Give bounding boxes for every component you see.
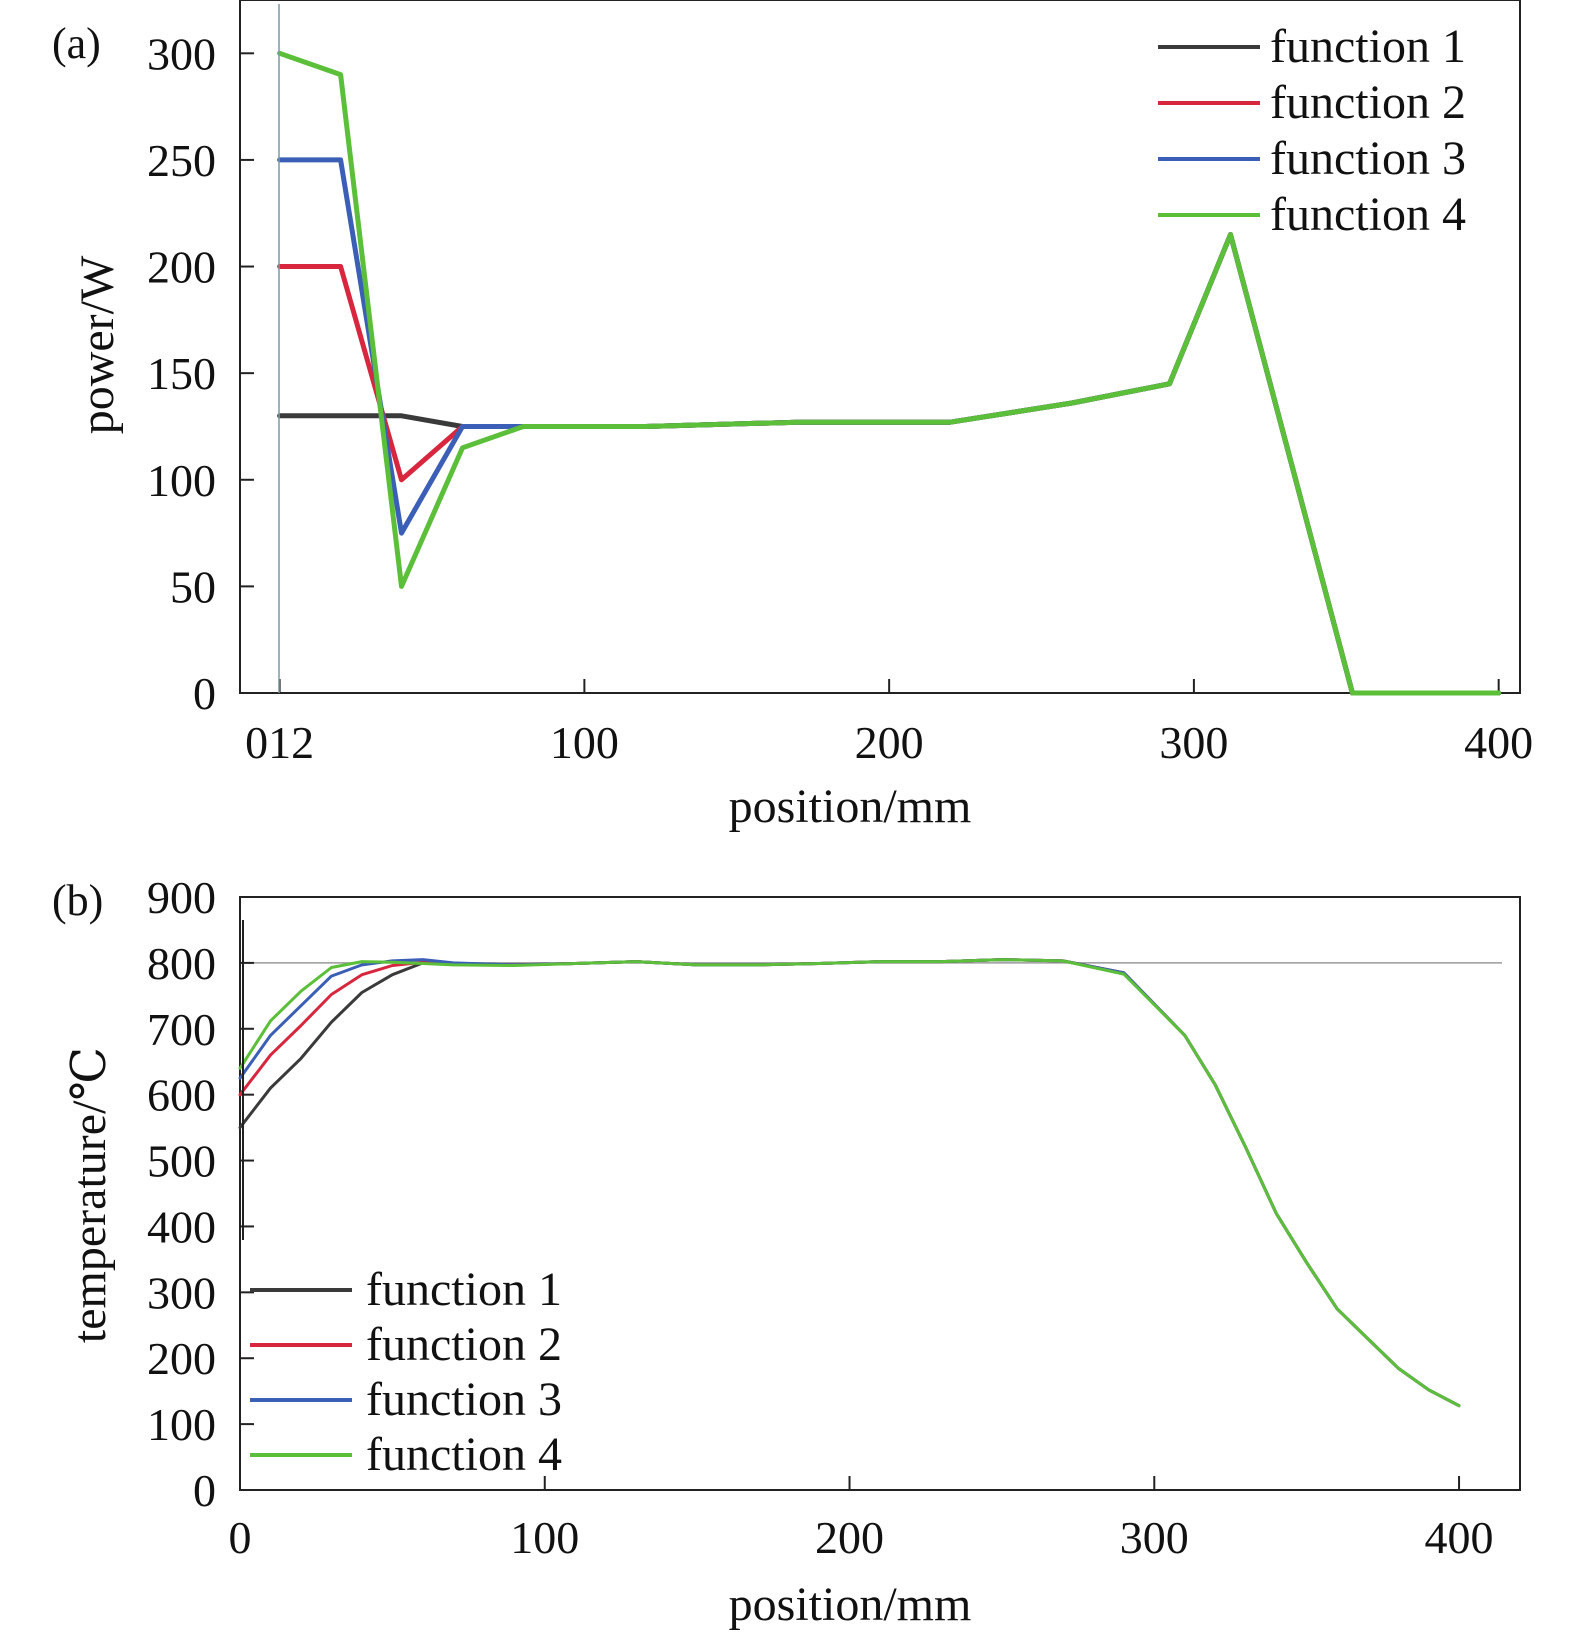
series-line-function-1 <box>277 232 1502 696</box>
legend-label-function-2: function 2 <box>1270 76 1466 129</box>
y-tick-label: 50 <box>170 561 216 612</box>
y-tick-label: 800 <box>147 938 216 989</box>
x-tick-label: 012 <box>245 717 314 768</box>
y-tick-label: 300 <box>147 1267 216 1318</box>
y-axis-label-b: temperature/℃ <box>63 1047 116 1343</box>
y-tick-label: 600 <box>147 1070 216 1121</box>
x-ticks-b: 0 100 200 300 400 <box>229 1476 1494 1563</box>
x-tick-label: 400 <box>1464 717 1533 768</box>
x-tick-label: 200 <box>855 717 924 768</box>
y-tick-label: 900 <box>147 872 216 923</box>
x-tick-label: 400 <box>1425 1512 1494 1563</box>
y-tick-label: 0 <box>193 1465 216 1516</box>
plot-frame-b <box>239 896 1521 1491</box>
y-tick-label: 250 <box>147 135 216 186</box>
legend-label-function-4: function 4 <box>1270 188 1466 241</box>
y-ticks-a: 0 50 100 150 200 250 300 <box>147 28 254 719</box>
series-lines-a <box>277 50 1502 696</box>
power-chart: (a) power/W position/mm 0 50 100 150 200 250 3… <box>52 0 1533 833</box>
x-axis-label-a: position/mm <box>729 780 972 833</box>
series-lines-b <box>238 958 1461 1408</box>
y-tick-label: 400 <box>147 1201 216 1252</box>
series-line-function-2 <box>277 232 1502 696</box>
x-tick-label: 300 <box>1120 1512 1189 1563</box>
y-ticks-b: 0 100 200 300 400 500 600 700 800 900 <box>147 872 254 1516</box>
series-line-function-4 <box>277 50 1502 696</box>
legend-label-function-1: function 1 <box>366 1263 562 1316</box>
legend-label-function-4: function 4 <box>366 1428 562 1481</box>
y-axis-label-a: power/W <box>71 255 124 434</box>
legend-label-function-3: function 3 <box>1270 132 1466 185</box>
x-tick-label: 200 <box>815 1512 884 1563</box>
legend-label-function-3: function 3 <box>366 1373 562 1426</box>
x-tick-label: 300 <box>1159 717 1228 768</box>
x-tick-label: 100 <box>550 717 619 768</box>
x-tick-label: 100 <box>510 1512 579 1563</box>
plot-frame-a <box>239 0 1521 694</box>
y-tick-label: 150 <box>147 348 216 399</box>
series-line-function-4 <box>238 958 1461 1408</box>
y-tick-label: 100 <box>147 455 216 506</box>
x-ticks-a: 012 100 200 300 400 <box>245 679 1533 768</box>
temperature-chart: (b) temperature/℃ position/mm 0 100 200 300… <box>52 872 1521 1631</box>
panel-label-a: (a) <box>52 19 101 68</box>
legend-label-function-1: function 1 <box>1270 20 1466 73</box>
y-tick-label: 700 <box>147 1004 216 1055</box>
y-tick-label: 200 <box>147 1333 216 1384</box>
y-tick-label: 500 <box>147 1136 216 1187</box>
y-tick-label: 0 <box>193 668 216 719</box>
y-tick-label: 200 <box>147 242 216 293</box>
y-tick-label: 100 <box>147 1399 216 1450</box>
legend-label-function-2: function 2 <box>366 1318 562 1371</box>
panel-label-b: (b) <box>52 876 103 925</box>
y-tick-label: 300 <box>147 28 216 79</box>
x-axis-label-b: position/mm <box>729 1578 972 1631</box>
x-tick-label: 0 <box>229 1512 252 1563</box>
